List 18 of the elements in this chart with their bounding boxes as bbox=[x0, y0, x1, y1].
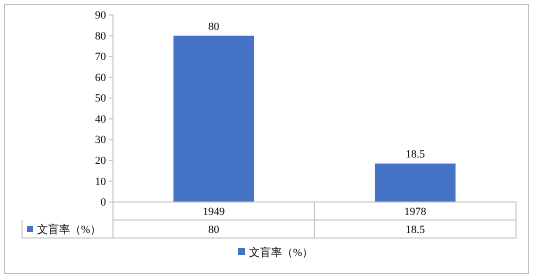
y-tick-label: 0 bbox=[100, 196, 106, 209]
y-tick-label: 90 bbox=[95, 10, 106, 22]
data-label: 80 bbox=[208, 224, 220, 236]
text: 80 bbox=[208, 20, 220, 33]
y-tick-label: 20 bbox=[95, 154, 106, 167]
y-tick-label: 80 bbox=[95, 30, 106, 42]
y-tick-label: 30 bbox=[95, 134, 106, 146]
x-tick-label: 1978 bbox=[404, 206, 427, 218]
text: 文盲率（%） bbox=[37, 224, 102, 236]
y-tick-label: 10 bbox=[95, 176, 106, 188]
data-label: 18.5 bbox=[406, 224, 426, 236]
text: 18.5 bbox=[406, 148, 425, 161]
y-tick-label: 60 bbox=[95, 72, 106, 84]
legend-label: 文盲率（%） bbox=[249, 246, 314, 259]
y-tick-label: 50 bbox=[95, 92, 106, 105]
x-tick-label: 1949 bbox=[202, 206, 226, 218]
y-tick-label: 40 bbox=[95, 113, 106, 126]
y-tick-label: 70 bbox=[95, 51, 106, 64]
